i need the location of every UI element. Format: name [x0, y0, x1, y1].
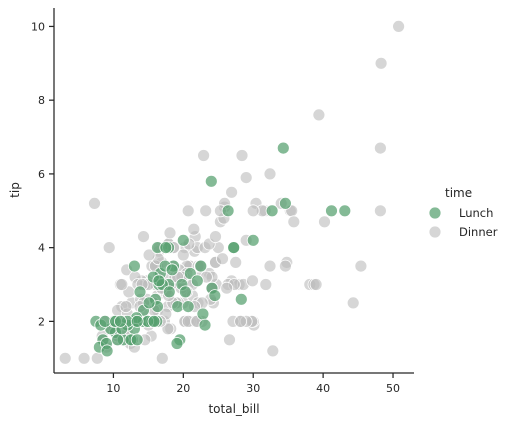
scatter-point-lunch: [133, 285, 147, 299]
scatter-point-lunch: [178, 285, 192, 299]
scatter-point-dinner: [137, 230, 150, 244]
scatter-point-lunch: [338, 204, 352, 218]
scatter-point-dinner: [318, 215, 331, 229]
scatter-point-lunch: [100, 344, 114, 358]
scatter-point-lunch: [276, 141, 290, 155]
scatter-point-lunch: [127, 259, 141, 273]
legend-marker-dinner: [428, 225, 442, 239]
scatter-point-dinner: [197, 149, 211, 162]
scatter-point-dinner: [246, 274, 259, 288]
scatter-point-dinner: [199, 204, 213, 218]
scatter-point-dinner: [354, 259, 368, 273]
scatter-point-lunch: [194, 259, 208, 273]
scatter-point-dinner: [266, 344, 280, 358]
scatter-point-lunch: [181, 300, 195, 314]
legend: time Lunch Dinner: [428, 186, 498, 239]
scatter-point-dinner: [309, 278, 323, 291]
x-tick-label: 20: [176, 382, 190, 395]
scatter-point-lunch: [130, 314, 144, 328]
legend-title: time: [445, 186, 472, 200]
scatter-point-lunch: [170, 337, 184, 350]
scatter-point-dinner: [263, 259, 277, 273]
scatter-point-lunch: [142, 296, 156, 310]
scatter-point-dinner: [312, 108, 326, 122]
y-tick-label: 2: [38, 315, 45, 328]
legend-label-lunch: Lunch: [459, 206, 493, 220]
scatter-point-lunch: [234, 292, 248, 306]
y-tick-label: 4: [38, 242, 45, 255]
scatter-point-lunch: [111, 333, 124, 347]
scatter-point-dinner: [234, 314, 248, 328]
scatter-point-dinner: [263, 167, 277, 181]
scatter-point-lunch: [196, 307, 210, 321]
x-tick-label: 50: [386, 382, 400, 395]
scatter-point-dinner: [181, 204, 195, 218]
scatter-point-dinner: [216, 252, 229, 266]
scatter-point-lunch: [165, 263, 179, 277]
scatter-point-lunch: [176, 233, 190, 247]
scatter-point-dinner: [115, 278, 129, 291]
scatter-point-lunch: [159, 241, 173, 255]
scatter-point-dinner: [155, 351, 169, 365]
scatter-point-dinner: [287, 215, 301, 229]
scatter-point-dinner: [220, 281, 234, 295]
scatter-point-dinner: [373, 204, 387, 218]
scatter-point-dinner: [223, 333, 236, 347]
scatter-point-dinner: [374, 56, 388, 70]
scatter-point-lunch: [130, 333, 144, 347]
scatter-point-lunch: [221, 204, 235, 218]
scatter-point-lunch: [198, 318, 212, 332]
scatter-point-dinner: [88, 196, 101, 210]
scatter-point-lunch: [227, 241, 241, 255]
scatter-point-dinner: [392, 19, 406, 33]
scatter-point-dinner: [235, 149, 249, 162]
scatter-point-lunch: [208, 289, 222, 303]
legend-label-dinner: Dinner: [459, 225, 498, 239]
scatter-point-lunch: [114, 314, 127, 328]
scatter-point-lunch: [204, 174, 218, 188]
scatter-point-dinner: [142, 248, 156, 262]
y-axis-label: tip: [8, 182, 22, 198]
scatter-point-dinner: [373, 141, 387, 155]
scatter-point-dinner: [90, 351, 104, 365]
scatter-point-dinner: [119, 300, 133, 314]
scatter-point-dinner: [246, 204, 260, 218]
scatter-point-lunch: [278, 196, 292, 210]
scatter-point-dinner: [239, 171, 253, 185]
x-tick-label: 40: [316, 382, 330, 395]
ticks-layer: 10 20 30 40 50 2 4 6 8 10: [31, 20, 400, 395]
legend-marker-lunch: [428, 206, 442, 220]
y-tick-label: 10: [31, 20, 45, 33]
scatter-point-dinner: [225, 185, 239, 199]
scatter-point-lunch: [147, 314, 161, 328]
points-layer: [58, 19, 406, 365]
scatter-point-dinner: [187, 222, 201, 236]
scatter-point-dinner: [77, 351, 91, 365]
scatter-point-lunch: [162, 285, 176, 299]
scatter-point-lunch: [190, 274, 204, 288]
scatter-point-lunch: [246, 233, 260, 247]
y-tick-label: 8: [38, 94, 45, 107]
scatter-point-dinner: [58, 351, 72, 365]
x-tick-label: 10: [106, 382, 120, 395]
scatter-point-lunch: [325, 204, 338, 218]
scatter-point-dinner: [176, 248, 190, 262]
scatter-point-lunch: [152, 274, 166, 288]
scatter-point-dinner: [346, 296, 360, 310]
y-tick-label: 6: [38, 168, 45, 181]
scatter-point-dinner: [209, 230, 222, 244]
scatter-point-dinner: [163, 226, 177, 240]
x-axis-label: total_bill: [208, 402, 259, 416]
scatter-point-dinner: [278, 259, 292, 273]
scatter-point-dinner: [259, 278, 273, 291]
x-tick-label: 30: [246, 382, 260, 395]
scatter-point-lunch: [265, 204, 279, 218]
scatter-point-dinner: [102, 241, 116, 255]
scatter-point-dinner: [229, 255, 243, 269]
